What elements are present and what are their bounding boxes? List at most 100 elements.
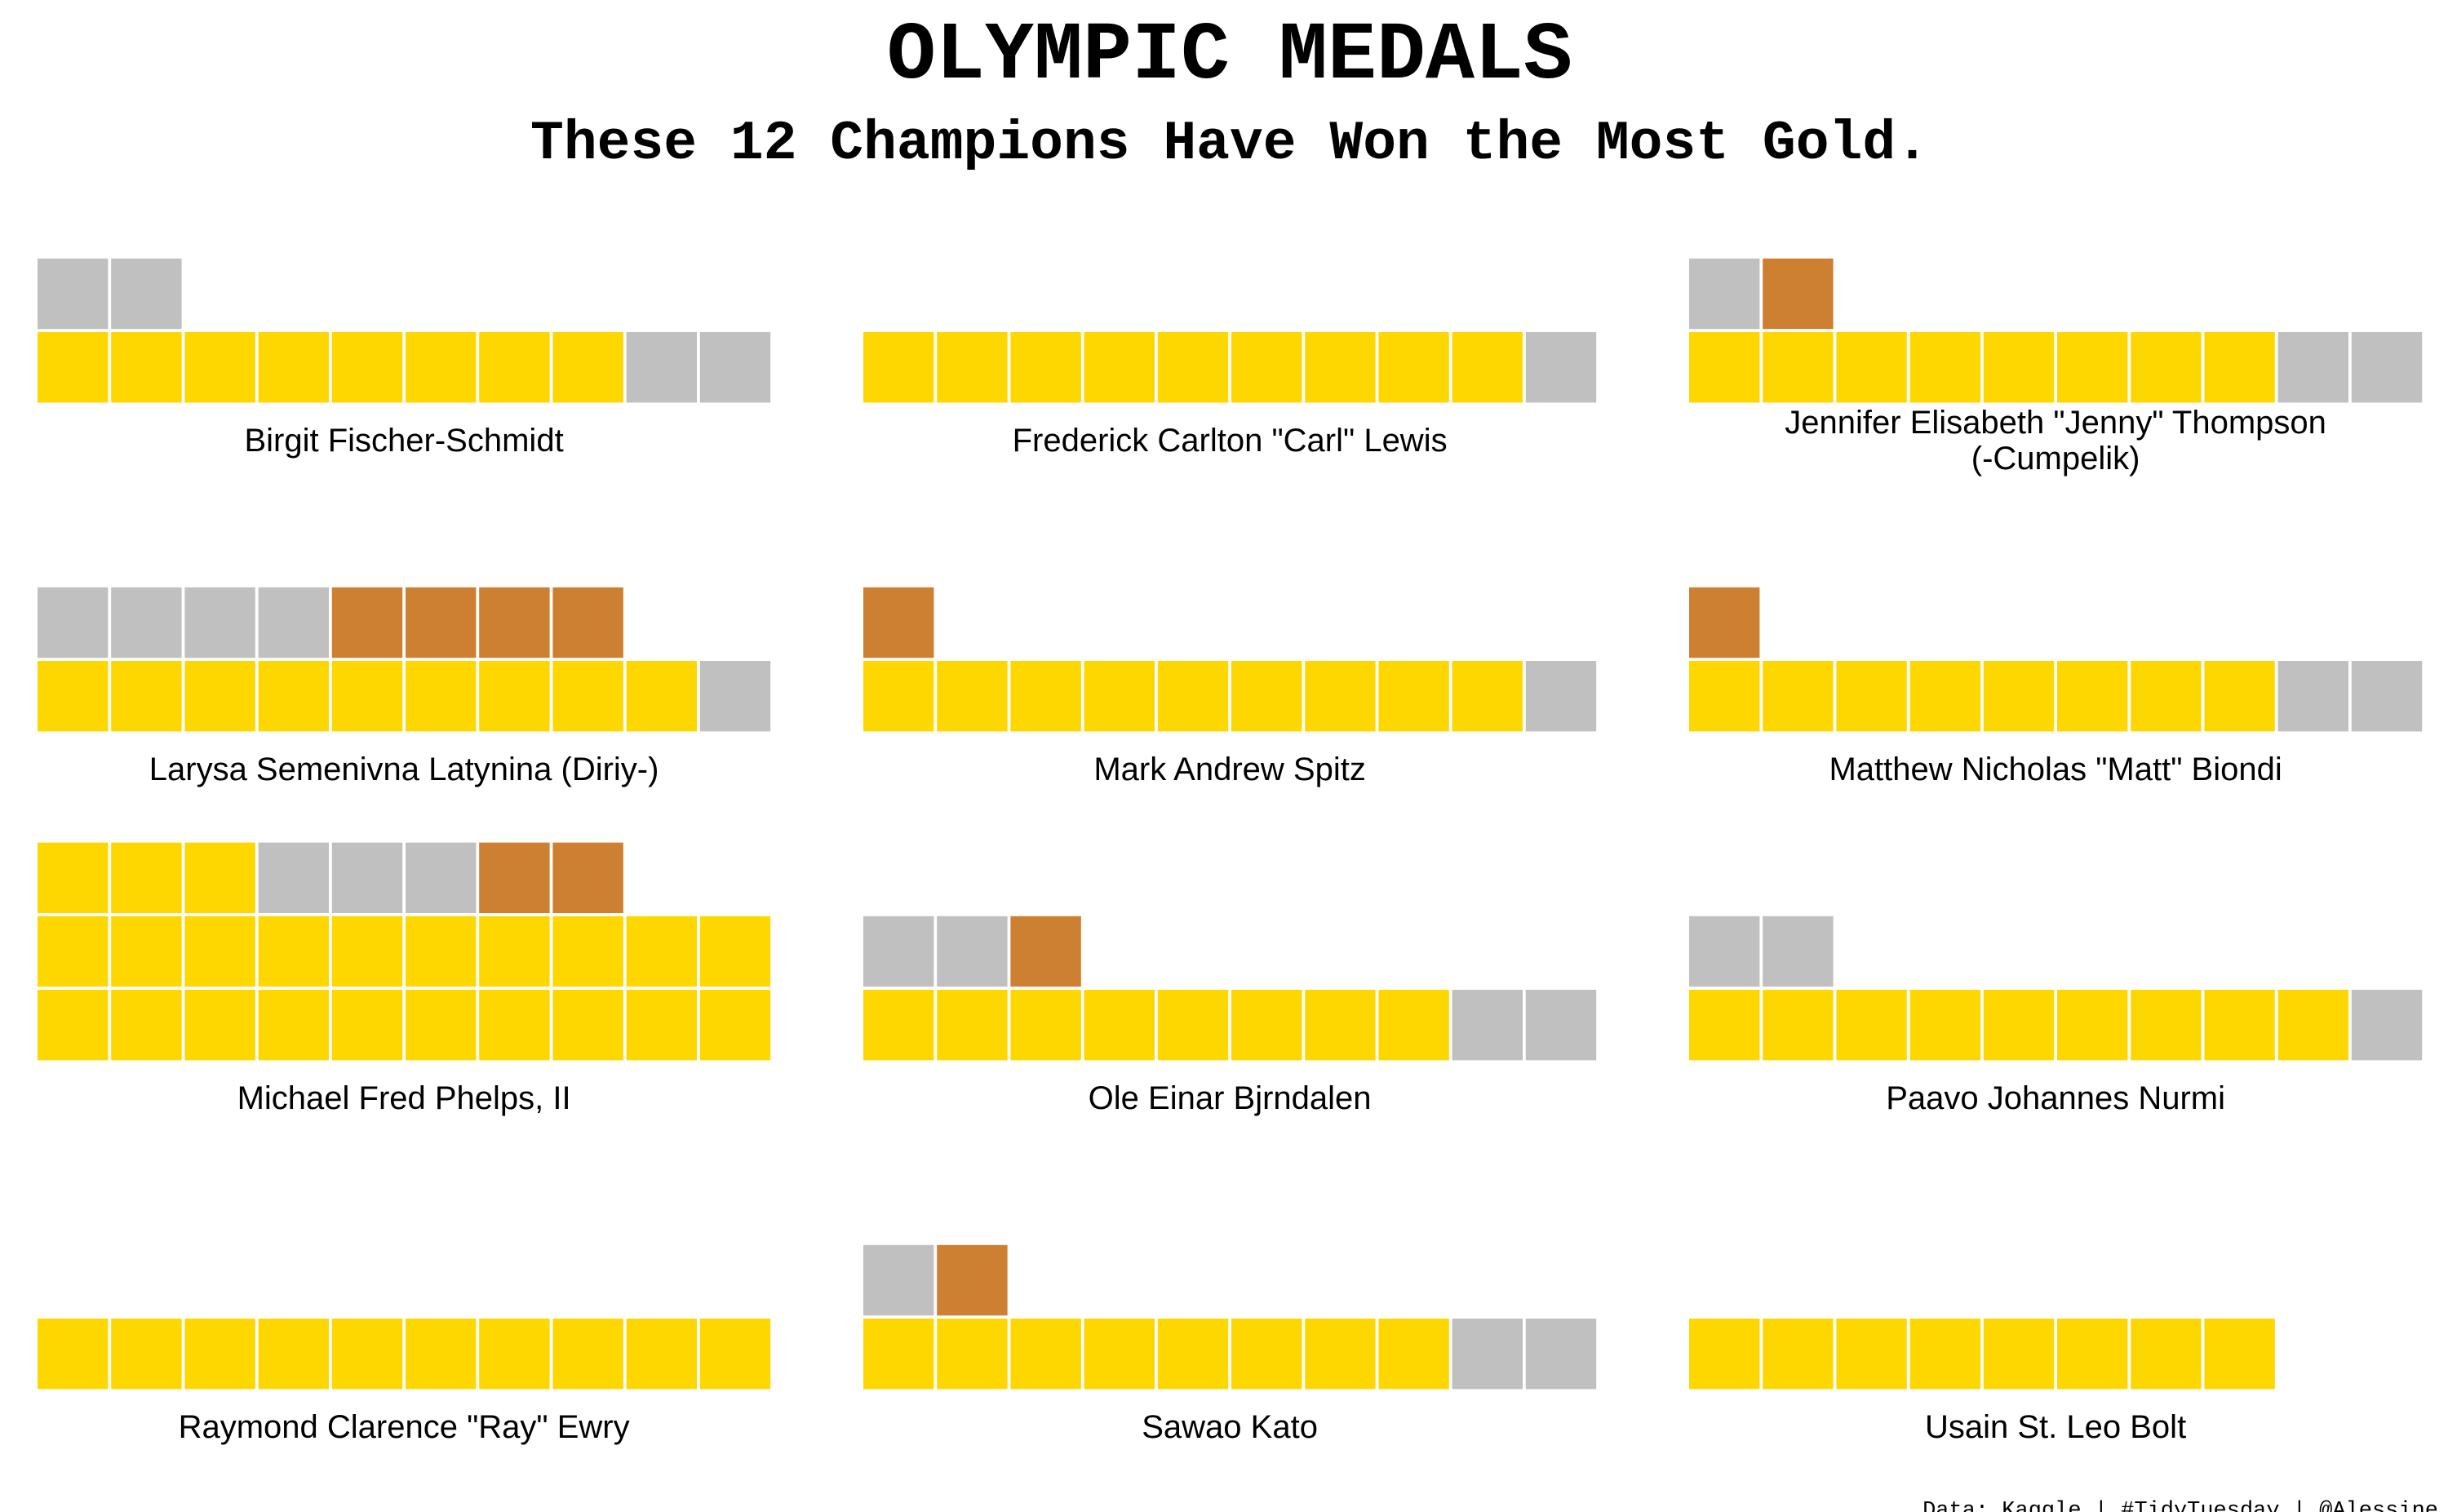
- bronze-medal-cell: [406, 587, 477, 658]
- bronze-medal-cell: [863, 587, 934, 658]
- silver-medal-cell: [699, 332, 771, 403]
- gold-medal-cell: [937, 1319, 1008, 1390]
- gold-medal-cell: [1689, 332, 1760, 403]
- gold-medal-cell: [1305, 990, 1376, 1061]
- gold-medal-cell: [406, 916, 477, 987]
- gold-medal-cell: [2131, 1319, 2202, 1390]
- chart-caption: Data: Kaggle | #TidyTuesday | @Alessine: [1922, 1499, 2438, 1512]
- gold-medal-cell: [38, 332, 109, 403]
- gold-medal-cell: [331, 1319, 403, 1390]
- gold-medal-cell: [1231, 1319, 1302, 1390]
- athlete-panel-birgit-fischer-schmidt: Birgit Fischer-Schmidt: [38, 258, 771, 459]
- gold-medal-cell: [699, 1319, 771, 1390]
- gold-medal-cell: [1983, 661, 2055, 732]
- silver-medal-cell: [258, 587, 329, 658]
- gold-medal-cell: [2204, 1319, 2275, 1390]
- gold-medal-cell: [1689, 990, 1760, 1061]
- gold-medal-cell: [111, 990, 182, 1061]
- gold-medal-cell: [1909, 1319, 1980, 1390]
- chart-subtitle: These 12 Champions Have Won the Most Gol…: [530, 113, 1929, 175]
- gold-medal-cell: [2057, 990, 2128, 1061]
- gold-medal-cell: [1983, 990, 2055, 1061]
- gold-medal-cell: [2131, 990, 2202, 1061]
- silver-medal-cell: [38, 258, 109, 330]
- gold-medal-cell: [331, 916, 403, 987]
- gold-medal-cell: [1378, 332, 1449, 403]
- gold-medal-cell: [1452, 661, 1523, 732]
- silver-medal-cell: [1689, 916, 1760, 987]
- bronze-medal-cell: [479, 842, 550, 913]
- bronze-medal-cell: [1763, 258, 1834, 330]
- silver-medal-cell: [2277, 332, 2348, 403]
- gold-medal-cell: [479, 916, 550, 987]
- gold-medal-cell: [1231, 332, 1302, 403]
- gold-medal-cell: [1231, 661, 1302, 732]
- gold-medal-cell: [626, 1319, 697, 1390]
- gold-medal-cell: [1763, 332, 1834, 403]
- athlete-name-label: Usain St. Leo Bolt: [1925, 1409, 2186, 1445]
- gold-medal-cell: [626, 916, 697, 987]
- gold-medal-cell: [1836, 661, 1907, 732]
- gold-medal-cell: [626, 661, 697, 732]
- silver-medal-cell: [626, 332, 697, 403]
- gold-medal-cell: [1983, 1319, 2055, 1390]
- gold-medal-cell: [1157, 1319, 1229, 1390]
- gold-medal-cell: [699, 916, 771, 987]
- gold-medal-cell: [2204, 990, 2275, 1061]
- silver-medal-cell: [2277, 661, 2348, 732]
- gold-medal-cell: [479, 661, 550, 732]
- bronze-medal-cell: [479, 587, 550, 658]
- athlete-panel-michael-fred-phelps-ii: Michael Fred Phelps, II: [38, 842, 771, 1116]
- gold-medal-cell: [1010, 990, 1081, 1061]
- gold-medal-cell: [406, 332, 477, 403]
- silver-medal-cell: [1525, 661, 1597, 732]
- gold-medal-cell: [2204, 661, 2275, 732]
- athlete-name-label: Raymond Clarence "Ray" Ewry: [179, 1409, 630, 1445]
- gold-medal-cell: [1763, 661, 1834, 732]
- gold-medal-cell: [1010, 661, 1081, 732]
- silver-medal-cell: [406, 842, 477, 913]
- athlete-name-label: (-Cumpelik): [1971, 441, 2140, 477]
- silver-medal-cell: [258, 842, 329, 913]
- gold-medal-cell: [1010, 1319, 1081, 1390]
- gold-medal-cell: [1305, 661, 1376, 732]
- gold-medal-cell: [184, 1319, 255, 1390]
- gold-medal-cell: [406, 661, 477, 732]
- gold-medal-cell: [38, 990, 109, 1061]
- silver-medal-cell: [2351, 990, 2423, 1061]
- athlete-name-label: Jennifer Elisabeth "Jenny" Thompson: [1785, 405, 2326, 441]
- gold-medal-cell: [331, 661, 403, 732]
- gold-medal-cell: [1452, 332, 1523, 403]
- athlete-panel-frederick-carlton-carl-lewis: Frederick Carlton "Carl" Lewis: [863, 332, 1597, 459]
- gold-medal-cell: [406, 990, 477, 1061]
- silver-medal-cell: [863, 916, 934, 987]
- silver-medal-cell: [2351, 661, 2423, 732]
- gold-medal-cell: [863, 990, 934, 1061]
- gold-medal-cell: [184, 990, 255, 1061]
- gold-medal-cell: [552, 1319, 623, 1390]
- gold-medal-cell: [2277, 990, 2348, 1061]
- gold-medal-cell: [406, 1319, 477, 1390]
- gold-medal-cell: [937, 990, 1008, 1061]
- bronze-medal-cell: [937, 1244, 1008, 1316]
- gold-medal-cell: [1983, 332, 2055, 403]
- athlete-name-label: Birgit Fischer-Schmidt: [244, 423, 563, 459]
- gold-medal-cell: [1378, 990, 1449, 1061]
- athlete-name-label: Larysa Semenivna Latynina (Diriy-): [149, 752, 659, 787]
- gold-medal-cell: [1084, 1319, 1155, 1390]
- silver-medal-cell: [1452, 990, 1523, 1061]
- gold-medal-cell: [1231, 990, 1302, 1061]
- gold-medal-cell: [111, 916, 182, 987]
- silver-medal-cell: [1525, 1319, 1597, 1390]
- athlete-panel-paavo-johannes-nurmi: Paavo Johannes Nurmi: [1689, 916, 2423, 1116]
- athlete-name-label: Ole Einar Bjrndalen: [1089, 1080, 1372, 1116]
- silver-medal-cell: [1689, 258, 1760, 330]
- gold-medal-cell: [1010, 332, 1081, 403]
- athlete-panels: Birgit Fischer-Schmidt Frederick Carlton …: [38, 258, 2423, 1445]
- gold-medal-cell: [552, 916, 623, 987]
- bronze-medal-cell: [1689, 587, 1760, 658]
- athlete-panel-jennifer-elisabeth-jenny-thompson-cumpelik: Jennifer Elisabeth "Jenny" Thompson(-Cum…: [1689, 258, 2423, 477]
- gold-medal-cell: [552, 990, 623, 1061]
